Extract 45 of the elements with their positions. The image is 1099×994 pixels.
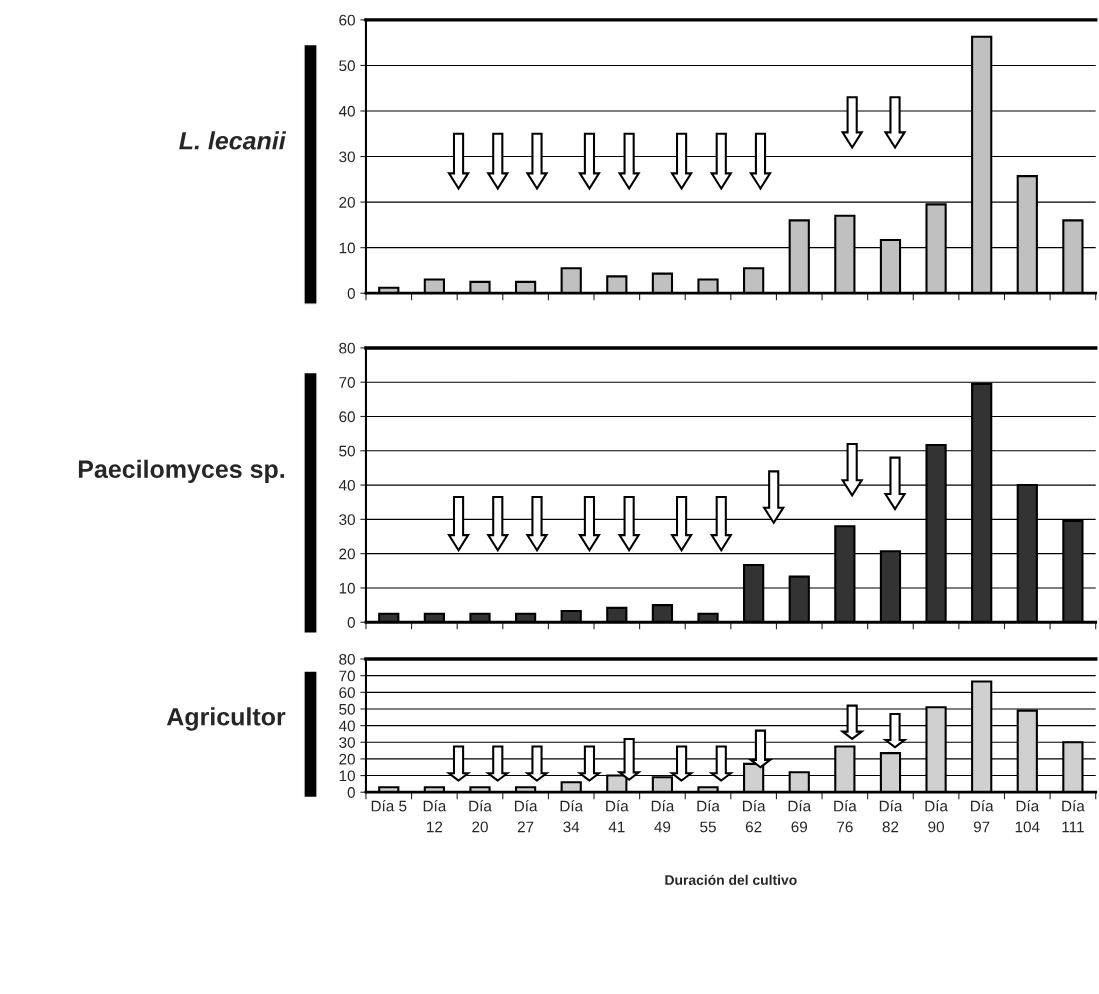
x-tick-label: Día 82 [879, 800, 903, 833]
y-tick-label: 70 [339, 377, 355, 388]
y-tick-label: 30 [339, 514, 355, 526]
x-tick-label: Día 90 [925, 800, 948, 833]
y-tick-label: 50 [339, 60, 355, 72]
y-tick-label: 0 [347, 787, 355, 798]
y-tick-label: 60 [339, 14, 355, 26]
y-tick-label: 60 [339, 411, 355, 423]
x-tick-label: Día 20 [469, 800, 492, 833]
x-tick-label: Día 12 [423, 800, 447, 833]
y-tick-label: 30 [339, 737, 355, 748]
y-tick-label: 0 [347, 288, 355, 299]
x-tick-label: Día 27 [514, 800, 538, 833]
x-axis-title: Duración del cultivo [665, 874, 797, 885]
text: Agricultor [166, 707, 286, 731]
y-tick-label: 40 [338, 720, 355, 732]
text: Paecilomyces sp. [78, 459, 284, 484]
x-tick-label: Día 55 [697, 800, 720, 833]
x-tick-label: Día 49 [651, 800, 675, 833]
y-tick-label: 10 [339, 582, 355, 594]
x-tick-label: Día 34 [560, 800, 584, 833]
y-tick-label: 50 [339, 703, 355, 715]
y-tick-label: 80 [339, 342, 355, 354]
x-tick-label: Día 97 [971, 800, 994, 833]
y-tick-label: 20 [339, 196, 355, 208]
y-tick-label: 40 [338, 479, 355, 491]
x-tick-label: Día 41 [606, 800, 629, 833]
x-tick-label: Día 5 [371, 800, 407, 812]
x-tick-label: Día 62 [743, 800, 766, 833]
y-tick-label: 80 [339, 653, 355, 665]
x-tick-label: Día 76 [834, 800, 857, 833]
y-tick-label: 30 [339, 151, 355, 163]
y-tick-label: 10 [339, 770, 355, 782]
x-tick-label: Día 111 [1062, 800, 1085, 833]
y-tick-label: 0 [347, 617, 355, 628]
text: L. lecanii [179, 131, 287, 150]
x-tick-label: Día 104 [1015, 800, 1040, 833]
x-tick-label: Día 69 [788, 800, 812, 833]
y-tick-label: 50 [339, 445, 355, 457]
y-tick-label: 20 [339, 548, 355, 560]
y-tick-label: 40 [338, 105, 355, 117]
y-tick-label: 70 [339, 670, 355, 682]
y-tick-label: 60 [339, 687, 355, 699]
y-tick-label: 10 [339, 242, 355, 254]
y-tick-label: 20 [339, 753, 355, 765]
